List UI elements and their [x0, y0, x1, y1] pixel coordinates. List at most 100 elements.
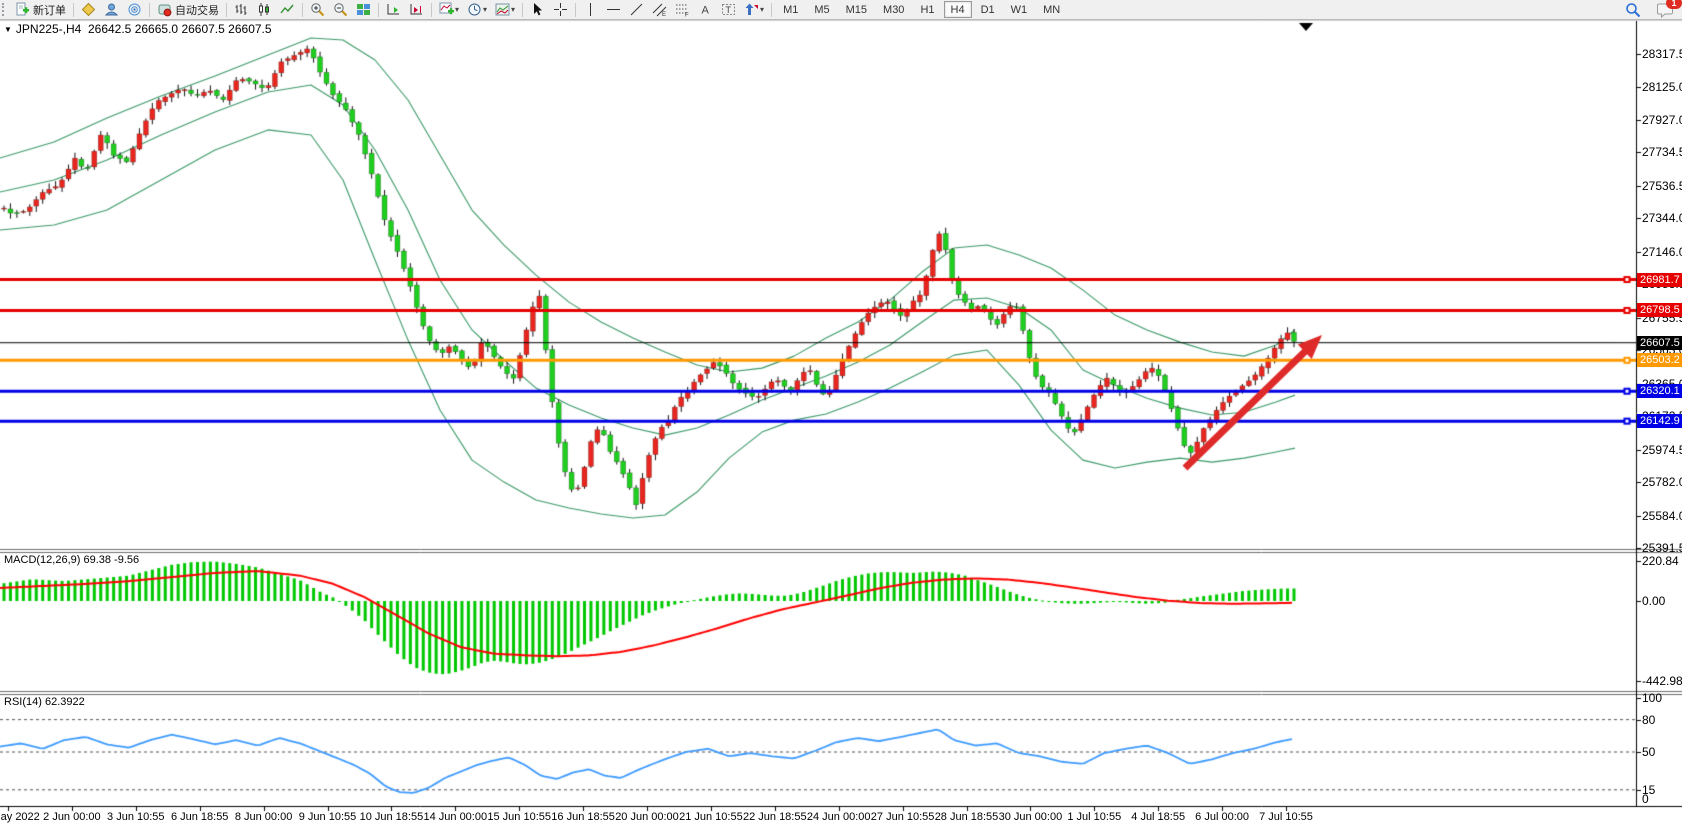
- timeframe-button-D1[interactable]: D1: [974, 1, 1002, 18]
- template-icon: [495, 2, 510, 17]
- templates-button[interactable]: ▾: [492, 1, 518, 19]
- vertical-line-icon: [583, 2, 598, 17]
- signals-button[interactable]: [124, 1, 145, 19]
- channel-button[interactable]: E: [649, 1, 670, 19]
- time-tick-label: 2 Jun 00:00: [43, 811, 101, 823]
- timeframe-button-M30[interactable]: M30: [876, 1, 911, 18]
- bar-chart-button[interactable]: [231, 1, 252, 19]
- timeframe-button-W1[interactable]: W1: [1004, 1, 1035, 18]
- vertical-line-button[interactable]: [580, 1, 601, 19]
- timeframe-button-MN[interactable]: MN: [1036, 1, 1067, 18]
- time-tick-label: 14 Jun 00:00: [423, 811, 488, 823]
- time-tick-label: 22 Jun 18:55: [742, 811, 807, 823]
- price-tick-label: 27734.5: [1642, 145, 1682, 160]
- time-tick-label: 6 Jun 18:55: [170, 811, 229, 823]
- dropdown-arrow-icon: ▾: [760, 5, 765, 14]
- toolbar-separator: [73, 2, 74, 17]
- toolbar-separator: [771, 2, 773, 17]
- zoom-out-button[interactable]: [330, 1, 351, 19]
- chart-shift-icon: [409, 2, 424, 17]
- price-line-label: 26142.9: [1637, 414, 1682, 429]
- dropdown-arrow-icon: ▾: [511, 5, 516, 14]
- rsi-tick-label: 100: [1642, 691, 1663, 705]
- clock-icon: [467, 2, 482, 17]
- macd-tick-label: 220.84: [1642, 553, 1679, 568]
- price-tick-label: 27344.0: [1642, 211, 1682, 226]
- price-line-label: 26503.2: [1637, 353, 1682, 368]
- tile-windows-icon: [356, 2, 371, 17]
- tile-windows-button[interactable]: [353, 1, 374, 19]
- toolbar-separator: [226, 2, 227, 17]
- rsi-tick-label: 80: [1642, 712, 1656, 727]
- trendline-icon: [629, 2, 644, 17]
- search-button[interactable]: [1622, 1, 1644, 19]
- chart-dropdown-icon[interactable]: ▼: [4, 24, 12, 34]
- time-tick-label: 10 Jun 18:55: [359, 811, 424, 823]
- low-value: 26607.5: [181, 22, 225, 36]
- chart-shift-button[interactable]: [406, 1, 427, 19]
- time-tick-label: 15 Jun 10:55: [487, 811, 551, 823]
- timeframe-button-M15[interactable]: M15: [839, 1, 874, 18]
- rsi-tick-label: 0: [1642, 792, 1649, 806]
- rsi-tick-label: 50: [1642, 745, 1656, 759]
- horizontal-line-button[interactable]: [603, 1, 624, 19]
- fibonacci-button[interactable]: F: [672, 1, 693, 19]
- time-tick-label: 1 Jul 10:55: [1067, 811, 1122, 823]
- chart-info-line: ▼ JPN225-,H4 26642.5 26665.0 26607.5 266…: [4, 22, 272, 36]
- time-tick-label: 3 Jun 10:55: [107, 811, 165, 823]
- toolbar-grip: [2, 3, 8, 16]
- time-tick-label: 24 Jun 00:00: [806, 811, 871, 823]
- time-tick-label: 21 Jun 10:55: [679, 811, 743, 823]
- timeframe-button-M1[interactable]: M1: [776, 1, 805, 18]
- market-watch-button[interactable]: [78, 1, 99, 19]
- toolbar-separator: [302, 2, 303, 17]
- line-chart-button[interactable]: [277, 1, 298, 19]
- timeframe-button-H1[interactable]: H1: [913, 1, 941, 18]
- zoom-in-button[interactable]: [307, 1, 328, 19]
- svg-text:T: T: [726, 5, 732, 15]
- auto-scroll-button[interactable]: [383, 1, 404, 19]
- toolbar-separator: [575, 2, 577, 17]
- price-tick-label: 25974.5: [1642, 442, 1682, 457]
- high-value: 26665.0: [134, 22, 179, 36]
- auto-scroll-icon: [386, 2, 401, 17]
- arrows-button[interactable]: ▾: [741, 1, 767, 19]
- text-label-button[interactable]: T: [718, 1, 739, 19]
- profile-icon: [104, 2, 119, 17]
- crosshair-button[interactable]: [550, 1, 571, 19]
- signal-icon: [127, 2, 142, 17]
- text-button[interactable]: A: [695, 1, 716, 19]
- zoom-in-icon: [310, 2, 325, 17]
- macd-tick-label: 0.00: [1642, 594, 1666, 608]
- text-label-icon: T: [721, 2, 736, 17]
- timeframe-button-M5[interactable]: M5: [807, 1, 836, 18]
- svg-text:A: A: [702, 5, 710, 17]
- notification-badge[interactable]: 1: [1666, 0, 1682, 9]
- time-tick-label: 9 Jun 10:55: [298, 811, 357, 823]
- candlestick-chart-button[interactable]: [254, 1, 275, 19]
- channel-icon: E: [652, 2, 667, 17]
- candlestick-chart-icon: [257, 2, 272, 17]
- time-tick-label: 27 Jun 10:55: [870, 811, 935, 823]
- autotrading-label: 自动交易: [175, 4, 219, 17]
- autotrading-button[interactable]: 自动交易: [154, 1, 222, 19]
- cursor-button[interactable]: [527, 1, 548, 19]
- price-line-label: 26798.5: [1637, 303, 1682, 318]
- timeframe-button-H4[interactable]: H4: [943, 1, 972, 18]
- market-watch-icon: [81, 2, 96, 17]
- new-order-button[interactable]: 新订单: [12, 1, 69, 19]
- data-window-button[interactable]: [101, 1, 122, 19]
- svg-text:F: F: [685, 13, 689, 18]
- indicators-button[interactable]: ▾: [436, 1, 462, 19]
- time-tick-label: 6 Jul 00:00: [1195, 811, 1249, 823]
- dropdown-arrow-icon: ▾: [455, 5, 460, 14]
- price-tick-label: 25782.0: [1642, 475, 1682, 490]
- toolbar-separator: [522, 2, 524, 17]
- trendline-button[interactable]: [626, 1, 647, 19]
- price-line-label: 26607.5: [1637, 335, 1682, 350]
- periods-button[interactable]: ▾: [464, 1, 490, 19]
- time-tick-label: 16 Jun 18:55: [551, 811, 615, 823]
- price-tick-label: 27146.0: [1642, 244, 1682, 259]
- autotrading-icon: [157, 2, 172, 17]
